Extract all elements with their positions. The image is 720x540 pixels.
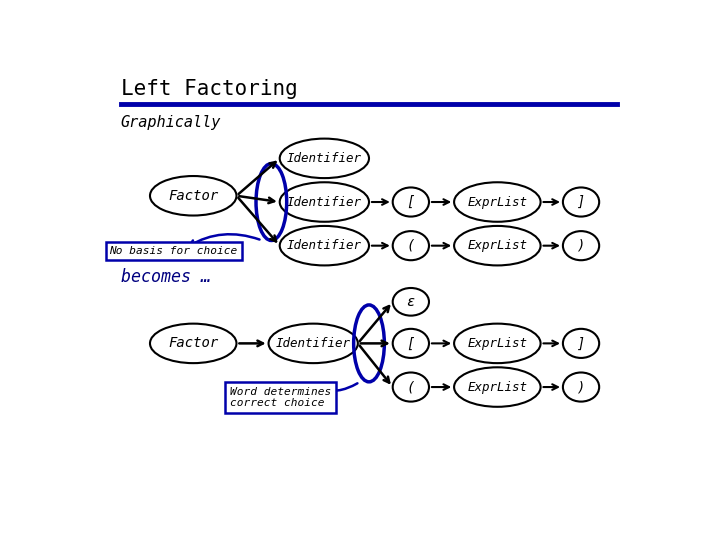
Ellipse shape [563,187,599,217]
Ellipse shape [392,329,429,358]
Ellipse shape [454,323,541,363]
Ellipse shape [392,373,429,402]
Text: Identifier: Identifier [276,337,351,350]
Ellipse shape [269,323,358,363]
Ellipse shape [454,183,541,222]
Text: Identifier: Identifier [287,239,362,252]
Text: Word determines
correct choice: Word determines correct choice [230,387,330,408]
Ellipse shape [454,226,541,266]
Text: [: [ [407,195,415,209]
Text: ExprList: ExprList [467,381,527,394]
Text: Graphically: Graphically [121,114,221,130]
Text: ]: ] [577,336,585,350]
Text: ]: ] [577,195,585,209]
Text: Identifier: Identifier [287,195,362,208]
Text: Left Factoring: Left Factoring [121,79,297,99]
Ellipse shape [392,231,429,260]
Text: Factor: Factor [168,336,218,350]
Text: ExprList: ExprList [467,195,527,208]
Ellipse shape [454,367,541,407]
Text: (: ( [407,239,415,253]
Text: No basis for choice: No basis for choice [109,246,238,255]
Ellipse shape [392,187,429,217]
Ellipse shape [150,323,236,363]
Text: [: [ [407,336,415,350]
Text: ): ) [577,380,585,394]
Text: ExprList: ExprList [467,337,527,350]
Text: ε: ε [407,295,415,309]
Ellipse shape [563,231,599,260]
Text: becomes …: becomes … [121,268,211,286]
Text: ): ) [577,239,585,253]
Text: (: ( [407,380,415,394]
Text: Factor: Factor [168,189,218,203]
Ellipse shape [280,183,369,222]
Ellipse shape [563,329,599,358]
Ellipse shape [280,139,369,178]
Ellipse shape [280,226,369,266]
Text: ExprList: ExprList [467,239,527,252]
Text: Identifier: Identifier [287,152,362,165]
Ellipse shape [392,288,429,316]
Ellipse shape [563,373,599,402]
Ellipse shape [150,176,236,215]
